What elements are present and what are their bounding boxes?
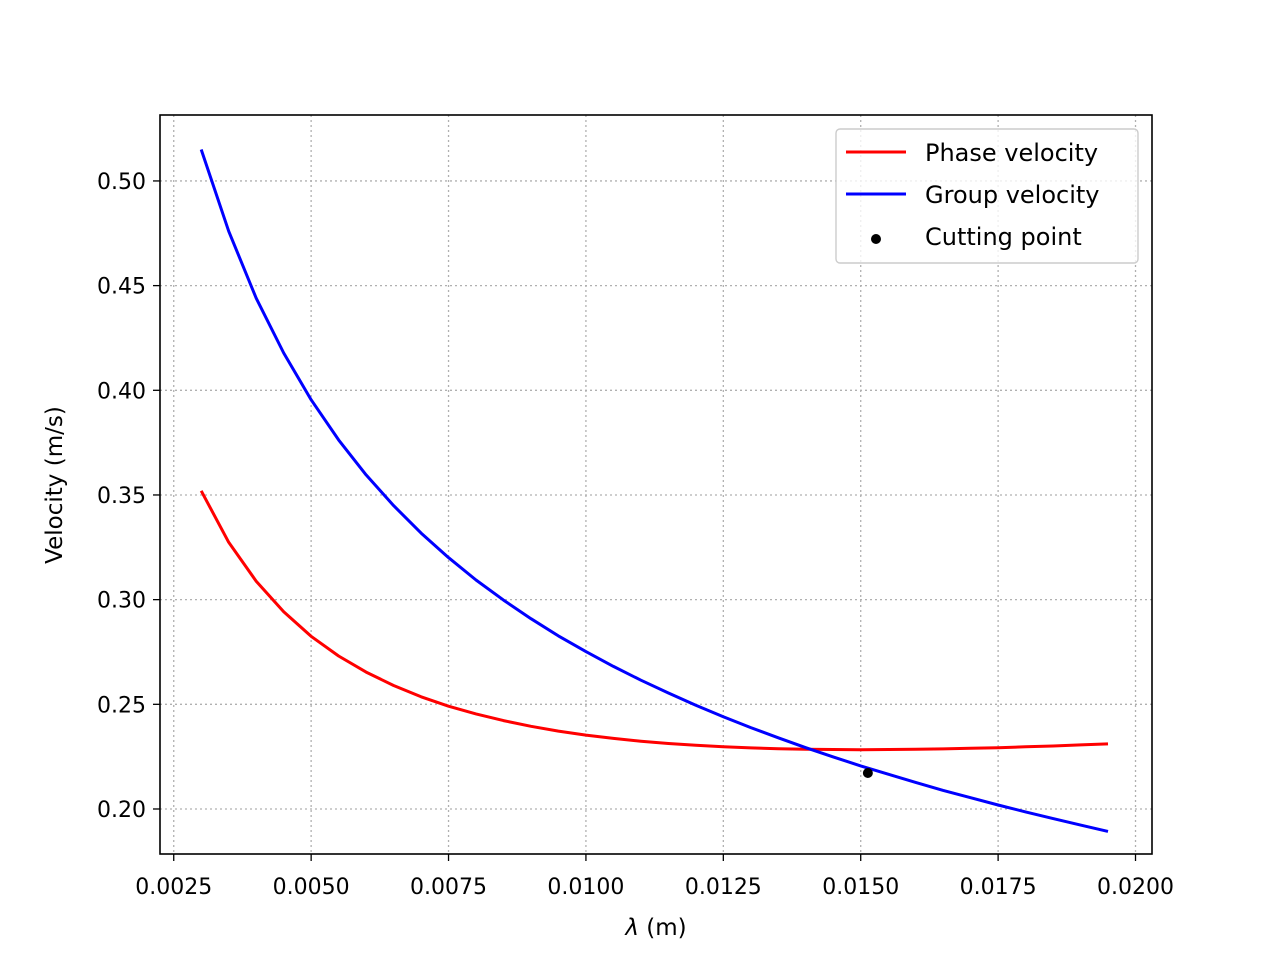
x-tick-label: 0.0200 — [1097, 875, 1174, 900]
legend-phase-label: Phase velocity — [925, 139, 1098, 167]
x-tick-label: 0.0175 — [960, 875, 1037, 900]
y-axis-label: Velocity (m/s) — [42, 406, 68, 564]
y-tick-label: 0.50 — [97, 170, 146, 195]
x-tick-label: 0.0100 — [547, 875, 624, 900]
y-tick-label: 0.20 — [97, 798, 146, 823]
y-tick-label: 0.40 — [97, 379, 146, 404]
legend-group-label: Group velocity — [925, 181, 1100, 209]
phase-velocity-line — [199, 490, 1109, 752]
y-tick-label: 0.35 — [97, 484, 146, 509]
y-tick-label: 0.30 — [97, 589, 146, 614]
plot-lines — [199, 149, 1109, 833]
y-tick-label: 0.25 — [97, 693, 146, 718]
axes-frame — [159, 114, 1153, 855]
x-tick-label: 0.0050 — [273, 875, 350, 900]
legend-box — [835, 128, 1139, 264]
legend-cutting-point-label: Cutting point — [925, 223, 1082, 251]
x-tick-label: 0.0150 — [822, 875, 899, 900]
x-tick-label: 0.0025 — [135, 875, 212, 900]
legend-cutting-point-marker — [871, 234, 881, 244]
x-tick-label: 0.0075 — [410, 875, 487, 900]
x-axis-label-symbol: λ — [623, 915, 639, 941]
x-tick-label: 0.0125 — [685, 875, 762, 900]
y-tick-label: 0.45 — [97, 275, 146, 300]
group-velocity-line — [199, 149, 1109, 833]
y-axis-ticks: 0.20 0.25 0.30 0.35 0.40 0.45 0.50 — [97, 170, 160, 823]
legend: Phase velocity Group velocity Cutting po… — [835, 128, 1139, 264]
cutting-point-marker — [862, 767, 873, 778]
plot-points — [862, 767, 873, 778]
x-axis-ticks: 0.0025 0.0050 0.0075 0.0100 0.0125 0.0150 0.01… — [135, 854, 1174, 900]
x-axis-label-unit: (m) — [639, 915, 687, 941]
x-axis-label: λ (m) — [623, 915, 686, 941]
